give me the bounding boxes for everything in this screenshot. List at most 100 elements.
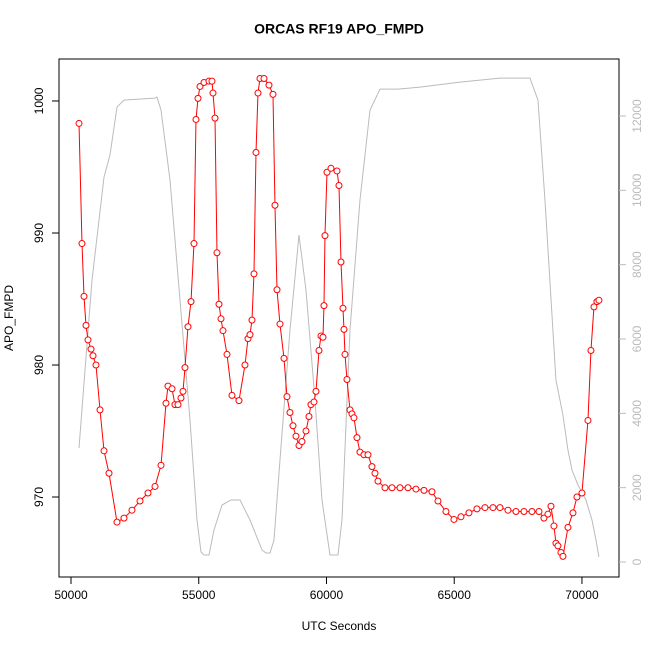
y2-tick-label: 6000	[630, 325, 644, 352]
data-point	[442, 508, 450, 516]
data-point	[260, 75, 268, 83]
data-point	[273, 286, 281, 294]
data-point	[353, 434, 361, 442]
data-point	[252, 148, 260, 156]
plot-frame	[58, 58, 620, 578]
data-point	[120, 514, 128, 522]
data-point	[228, 391, 236, 399]
x-tick-label: 60000	[310, 588, 344, 602]
x-tick-label: 65000	[438, 588, 472, 602]
data-point	[578, 489, 586, 497]
data-point	[312, 387, 320, 395]
data-point	[223, 350, 231, 358]
data-point	[162, 399, 170, 407]
data-point	[292, 432, 300, 440]
data-point	[248, 316, 256, 324]
y-tick-label: 970	[32, 487, 46, 507]
data-point	[590, 303, 598, 311]
data-point	[496, 504, 504, 512]
data-point	[113, 518, 121, 526]
data-point	[269, 90, 277, 98]
data-point	[194, 94, 202, 102]
data-point	[174, 401, 182, 409]
y2-tick-label: 0	[630, 558, 644, 565]
data-point	[184, 323, 192, 331]
data-point	[371, 469, 379, 477]
data-point	[310, 398, 318, 406]
data-point	[520, 508, 528, 516]
data-point	[187, 298, 195, 306]
data-point	[381, 484, 389, 492]
data-point	[192, 115, 200, 123]
data-point	[246, 331, 254, 339]
data-point	[333, 167, 341, 175]
chart-title: ORCAS RF19 APO_FMPD	[254, 21, 424, 37]
data-point	[82, 321, 90, 329]
data-point	[89, 352, 97, 360]
data-point	[587, 346, 595, 354]
data-point	[528, 508, 536, 516]
data-point	[100, 447, 108, 455]
data-point	[168, 385, 176, 393]
data-point	[208, 77, 216, 85]
data-point	[136, 497, 144, 505]
y2-tick-label: 2000	[630, 474, 644, 501]
data-point	[465, 509, 473, 517]
data-point	[504, 506, 512, 514]
data-point	[554, 542, 562, 550]
data-point	[157, 461, 165, 469]
data-point	[535, 508, 543, 516]
data-point	[286, 409, 294, 417]
data-point	[327, 164, 335, 172]
data-point	[341, 350, 349, 358]
data-point	[428, 488, 436, 496]
data-point	[96, 406, 104, 414]
data-point	[211, 114, 219, 122]
data-point	[404, 484, 412, 492]
data-point	[75, 119, 83, 127]
data-point	[78, 240, 86, 248]
data-point	[512, 508, 520, 516]
data-point	[302, 427, 310, 435]
x-tick-label: 55000	[182, 588, 216, 602]
y-axis-label: APO_FMPD	[2, 285, 16, 351]
data-point	[564, 523, 572, 531]
data-point	[547, 502, 555, 510]
data-point	[364, 451, 372, 459]
data-point	[573, 493, 581, 501]
data-point	[298, 438, 306, 446]
y2-tick-label: 10000	[630, 173, 644, 207]
x-tick-label: 50000	[54, 588, 88, 602]
data-point	[219, 327, 227, 335]
y-tick-label: 1000	[32, 87, 46, 114]
data-point	[80, 292, 88, 300]
data-point	[84, 336, 92, 344]
data-point	[489, 504, 497, 512]
data-point	[241, 361, 249, 369]
series-line	[78, 77, 600, 558]
data-point	[420, 486, 428, 494]
data-point	[481, 504, 489, 512]
data-point	[396, 484, 404, 492]
data-point	[559, 552, 567, 560]
data-point	[87, 345, 95, 353]
data-point	[335, 181, 343, 189]
y-tick-label: 990	[32, 223, 46, 243]
data-point	[283, 393, 291, 401]
data-point	[320, 302, 328, 310]
data-point	[265, 81, 273, 89]
data-point	[595, 296, 603, 304]
data-point	[254, 89, 262, 97]
data-point	[177, 394, 185, 402]
y2-tick-label: 12000	[630, 99, 644, 133]
data-point	[434, 497, 442, 505]
data-point	[235, 397, 243, 405]
data-point	[388, 484, 396, 492]
data-point	[374, 477, 382, 485]
data-point	[457, 513, 465, 521]
data-point	[315, 346, 323, 354]
data-point	[209, 89, 217, 97]
data-point	[213, 249, 221, 257]
